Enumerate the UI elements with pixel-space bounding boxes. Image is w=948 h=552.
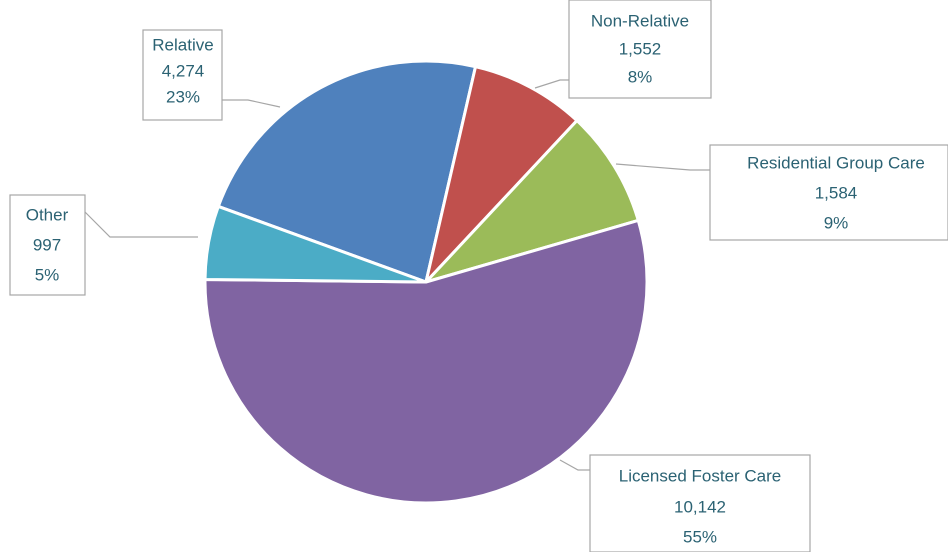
pie-slice (203, 218, 649, 505)
pie-slice (216, 59, 478, 284)
leader-line (559, 459, 590, 471)
category-label: Residential Group Care (747, 153, 925, 172)
label-box (589, 454, 811, 552)
pie-slice (423, 64, 580, 288)
leader-line (222, 99, 281, 108)
percent-label: 9% (824, 213, 849, 232)
percent-label: 8% (628, 67, 653, 86)
label-box (709, 144, 948, 241)
percent-label: 55% (683, 527, 717, 546)
category-label: Non-Relative (591, 11, 689, 30)
label-box (568, 0, 712, 99)
percent-label: 23% (166, 87, 200, 106)
category-label: Relative (152, 35, 213, 54)
value-label: 4,274 (162, 61, 205, 80)
value-label: 1,552 (619, 39, 662, 58)
pie-slice (203, 204, 427, 284)
leader-line (84, 211, 198, 238)
label-box (142, 29, 223, 121)
value-label: 997 (33, 235, 61, 254)
category-label: Other (26, 205, 69, 224)
value-label: 10,142 (674, 497, 726, 516)
leader-line (534, 79, 569, 89)
pie-slice (421, 118, 641, 285)
value-label: 1,584 (815, 183, 858, 202)
percent-label: 5% (35, 265, 60, 284)
label-box (9, 194, 86, 296)
category-label: Licensed Foster Care (619, 466, 782, 485)
leader-line (615, 163, 710, 171)
